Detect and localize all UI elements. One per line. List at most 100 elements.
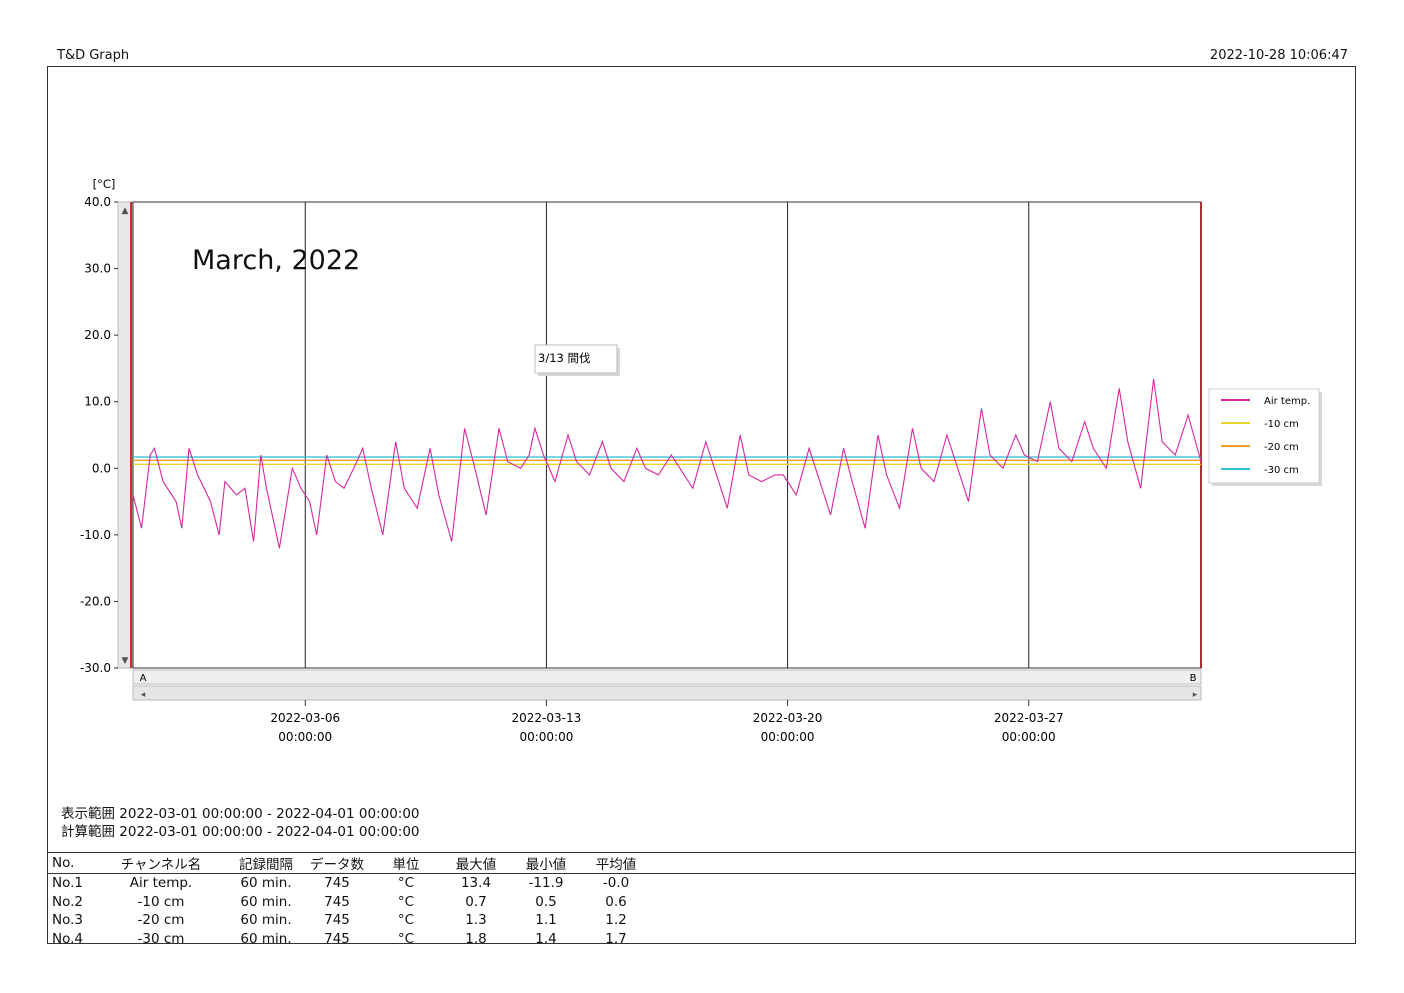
table-cell-filler [648, 893, 1355, 912]
x-tick-time-label: 00:00:00 [1002, 730, 1056, 744]
calc-range-value: 2022-03-01 00:00:00 - 2022-04-01 00:00:0… [119, 824, 420, 840]
x-tick-time-label: 00:00:00 [761, 730, 815, 744]
channel-stats-table: No. チャンネル名 記録間隔 データ数 単位 最大値 最小値 平均値 No.1 Air tem… [48, 852, 1355, 948]
table-cell-filler [648, 930, 1355, 949]
legend-label: -20 cm [1264, 442, 1299, 453]
table-cell: 60 min. [240, 893, 292, 910]
print-timestamp: 2022-10-28 10:06:47 [1209, 48, 1348, 63]
table-cell: 745 [324, 930, 350, 947]
table-cell: 0.5 [535, 893, 557, 910]
table-header-cell: 記録間隔 [226, 852, 306, 874]
x-tick-date-label: 2022-03-20 [753, 711, 823, 725]
table-cell: 0.6 [605, 893, 627, 910]
display-range-value: 2022-03-01 00:00:00 - 2022-04-01 00:00:0… [119, 806, 420, 822]
table-cell: 745 [324, 912, 350, 929]
table-header-cell: チャンネル名 [96, 852, 226, 874]
table-cell-filler [648, 911, 1355, 930]
grid-lines [304, 202, 1030, 668]
table-header-cell: No. [48, 852, 96, 874]
y-tick-label: 20.0 [84, 328, 111, 342]
table-cell: 1.1 [535, 912, 557, 929]
vertical-scrollbar[interactable] [117, 201, 133, 669]
x-tick-date-label: 2022-03-13 [512, 711, 582, 725]
table-cell: 1.4 [535, 930, 557, 947]
app-title: T&D Graph [57, 48, 130, 63]
table-cell: 745 [324, 893, 350, 910]
table-cell: 1.8 [465, 930, 487, 947]
display-range: 表示範囲 2022-03-01 00:00:00 - 2022-04-01 00… [61, 802, 420, 822]
table-cell-filler [648, 874, 1355, 893]
table-cell: 60 min. [240, 875, 292, 892]
y-unit-label: [°C] [93, 177, 116, 191]
y-axis: 40.0 30.0 20.0 10.0 0.0 -10.0 -20.0 -30.0 [80, 195, 118, 675]
chart-title: March, 2022 [192, 245, 360, 276]
table-header-cell: 単位 [368, 852, 444, 874]
calc-range-label: 計算範囲 [61, 824, 115, 840]
legend-label: Air temp. [1264, 396, 1310, 407]
table-row: No.3 -20 cm 60 min. 745 °C 1.3 1.1 1.2 [48, 911, 1355, 930]
table-cell: No.1 [52, 875, 84, 892]
table-cell: 0.7 [465, 893, 487, 910]
y-tick-label: -20.0 [80, 594, 111, 608]
y-tick-label: 30.0 [84, 262, 111, 276]
legend-label: -30 cm [1264, 465, 1299, 476]
scroll-down-icon[interactable]: ▼ [122, 656, 129, 666]
table-cell: -30 cm [137, 930, 185, 947]
legend: Air temp. -10 cm -20 cm -30 cm [1208, 388, 1322, 486]
calc-range: 計算範囲 2022-03-01 00:00:00 - 2022-04-01 00… [61, 820, 420, 840]
legend-label: -10 cm [1264, 419, 1299, 430]
x-tick-date-label: 2022-03-27 [994, 711, 1064, 725]
table-cell: No.2 [52, 893, 84, 910]
table-row: No.4 -30 cm 60 min. 745 °C 1.8 1.4 1.7 [48, 930, 1355, 949]
table-cell: No.4 [52, 930, 84, 947]
table-cell: 1.7 [605, 930, 627, 947]
callout-text: 3/13 間伐 [538, 351, 591, 365]
table-header-cell: データ数 [306, 852, 368, 874]
y-tick-label: 0.0 [92, 461, 111, 475]
table-header-cell: 最大値 [444, 852, 508, 874]
table-cell: -10 cm [137, 893, 185, 910]
table-cell: °C [397, 893, 415, 910]
scroll-left-icon[interactable]: ◂ [141, 690, 146, 700]
table-cell: °C [397, 912, 415, 929]
table-cell: No.3 [52, 912, 84, 929]
table-cell: -11.9 [528, 875, 564, 892]
table-header-cell: 最小値 [508, 852, 584, 874]
x-tick-date-label: 2022-03-06 [270, 711, 340, 725]
x-tick-time-label: 00:00:00 [519, 730, 573, 744]
scroll-up-icon[interactable]: ▲ [122, 206, 129, 216]
y-tick-label: 10.0 [84, 395, 111, 409]
cursor-bar[interactable] [132, 669, 1202, 685]
table-cell: -0.0 [602, 875, 630, 892]
table-row: No.1 Air temp. 60 min. 745 °C 13.4 -11.9 -0.0 [48, 874, 1355, 893]
y-tick-label: 40.0 [84, 195, 111, 209]
table-cell: °C [397, 875, 415, 892]
page-frame [47, 66, 1356, 944]
callout: 3/13 間伐 [534, 344, 620, 376]
table-cell: 60 min. [240, 930, 292, 947]
table-cell: 60 min. [240, 912, 292, 929]
x-axis: 2022-03-06 00:00:00 2022-03-13 00:00:00 2022… [270, 700, 1064, 744]
y-tick-label: -10.0 [80, 528, 111, 542]
series-line-air-temp [132, 379, 1202, 549]
table-row: No.2 -10 cm 60 min. 745 °C 0.7 0.5 0.6 [48, 893, 1355, 912]
table-cell: Air temp. [129, 875, 193, 892]
x-tick-time-label: 00:00:00 [278, 730, 332, 744]
horizontal-scrollbar[interactable] [132, 685, 1202, 701]
table-cell: -20 cm [137, 912, 185, 929]
series-layer [132, 379, 1202, 549]
cursor-a-label[interactable]: A [140, 673, 147, 684]
table-cell: 1.2 [605, 912, 627, 929]
table-header-cell: 平均値 [584, 852, 648, 874]
table-cell: 1.3 [465, 912, 487, 929]
cursor-b-label[interactable]: B [1190, 673, 1197, 684]
table-cell: 745 [324, 875, 350, 892]
table-header-row: No. チャンネル名 記録間隔 データ数 単位 最大値 最小値 平均値 [48, 852, 1355, 874]
plot-area [132, 201, 1202, 669]
table-header-filler [648, 852, 1355, 874]
table-cell: °C [397, 930, 415, 947]
y-tick-label: -30.0 [80, 661, 111, 675]
scroll-right-icon[interactable]: ▸ [1193, 690, 1198, 700]
display-range-label: 表示範囲 [61, 806, 115, 822]
